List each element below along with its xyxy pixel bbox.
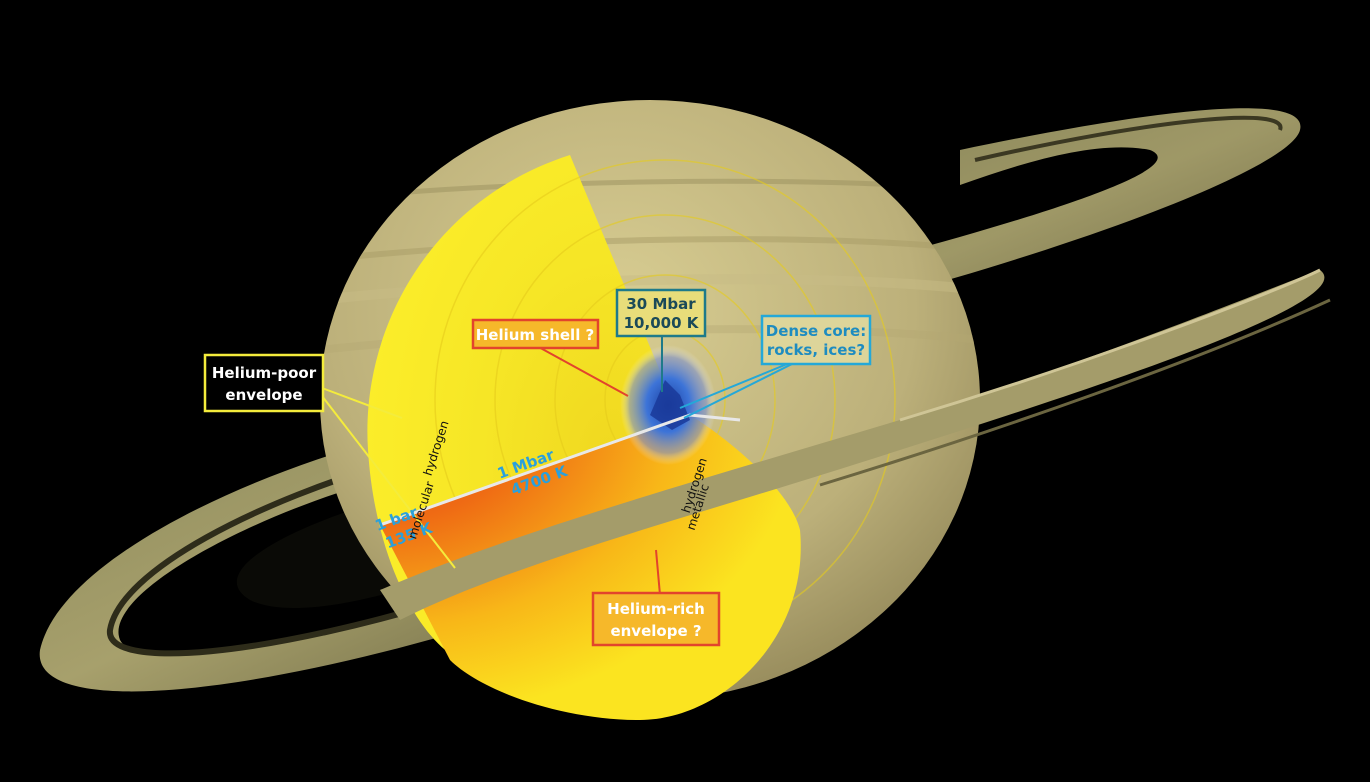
helium-poor-pointers — [321, 387, 456, 569]
helium-shell-text: Helium shell ? — [476, 326, 595, 344]
helium-rich-pointer — [655, 549, 661, 596]
ring-front — [380, 268, 1331, 620]
dense-core-label: Dense core: rocks, ices? — [760, 314, 872, 366]
helium-rich-line2: envelope ? — [610, 622, 701, 640]
helium-poor-line1: Helium-poor — [212, 364, 317, 382]
helium-shell-pointer — [534, 344, 629, 397]
dense-core-line1: Dense core: — [766, 322, 866, 340]
core-pressure-text: 30 Mbar — [626, 295, 696, 313]
dense-core-pointers — [679, 361, 793, 419]
dense-core-line2: rocks, ices? — [767, 341, 865, 359]
helium-poor-line2: envelope — [225, 386, 302, 404]
helium-rich-line1: Helium-rich — [607, 600, 705, 618]
core-conditions-label: 30 Mbar 10,000 K — [615, 288, 707, 338]
helium-rich-label: Helium-rich envelope ? — [591, 591, 721, 647]
core-temperature-text: 10,000 K — [624, 314, 700, 332]
helium-poor-label: Helium-poor envelope — [203, 353, 325, 413]
helium-shell-label: Helium shell ? — [471, 318, 600, 350]
